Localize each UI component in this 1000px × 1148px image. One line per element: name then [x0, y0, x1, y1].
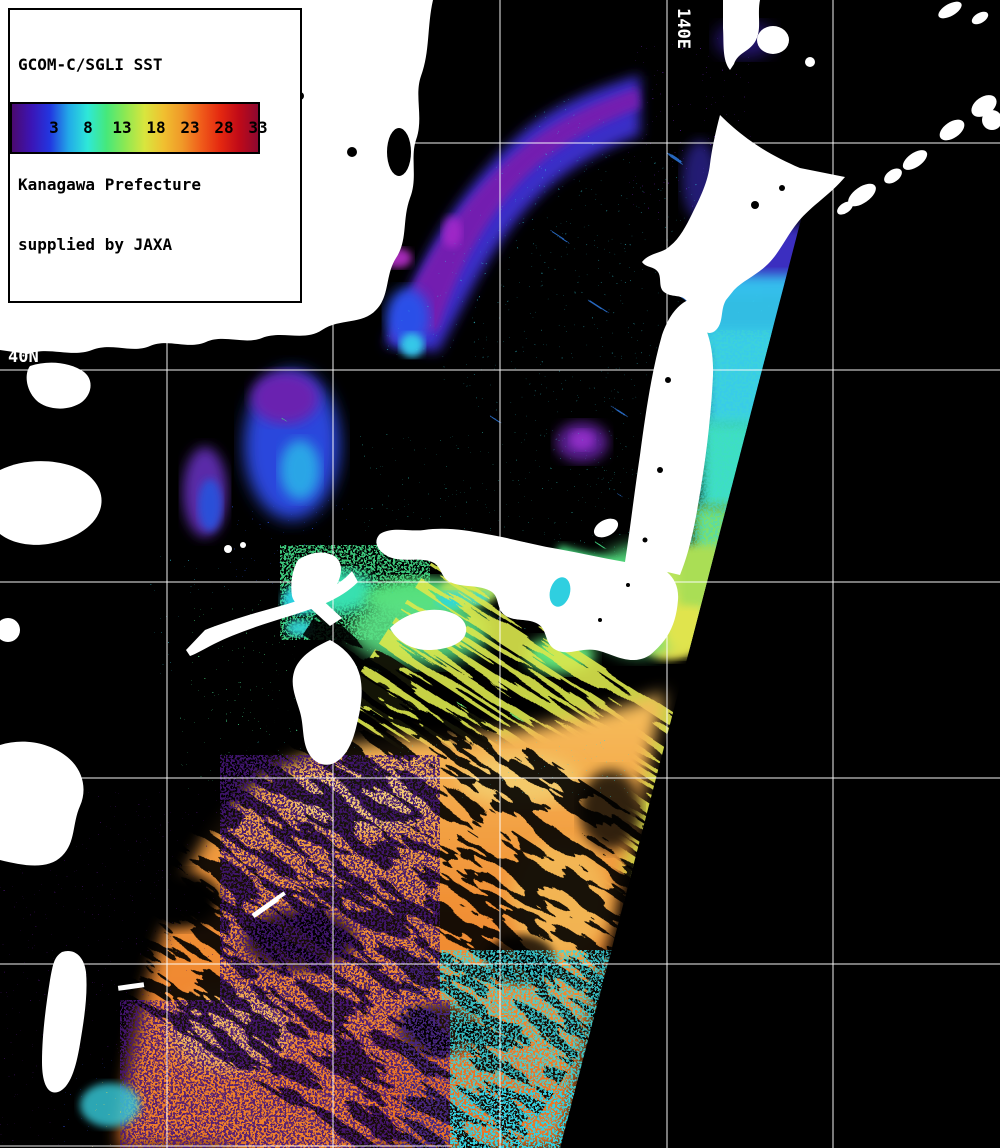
- land-aomori: [723, 0, 760, 70]
- sst-speckle-south-purple: [0, 755, 450, 1148]
- product-name: GCOM-C/SGLI SST: [18, 55, 163, 74]
- product-region: Kanagawa Prefecture: [18, 175, 202, 194]
- land-hokkaido: [642, 115, 845, 333]
- lat-grid-label: 40N: [8, 347, 39, 367]
- lon-grid-label: 140E: [673, 8, 693, 49]
- land-chugoku: [186, 571, 358, 656]
- colorbar-tick-3: 3: [49, 118, 59, 137]
- colorbar-tick-28: 28: [214, 118, 234, 137]
- tokyo-bay-water: [549, 577, 571, 607]
- land-honshu-tohoku: [625, 300, 714, 575]
- colorbar-tick-23: 23: [180, 118, 200, 137]
- colorbar-tick-13: 13: [112, 118, 132, 137]
- land-kuril-chain: [837, 1, 1000, 215]
- product-title-box: GCOM-C/SGLI SST 2026/01/22 01:49 (UTC) K…: [8, 8, 302, 303]
- colorbar-tick-33: 33: [248, 118, 268, 137]
- land-kyushu: [292, 640, 362, 765]
- cloud-island-bottomleft: [42, 950, 87, 1093]
- land-honshu-kanto-chubu: [376, 528, 679, 661]
- land-shikoku: [390, 609, 467, 650]
- product-credit: supplied by JAXA: [18, 235, 173, 254]
- sst-colorbar: 3 8 13 18 23 28 33: [10, 102, 268, 154]
- colorbar-tick-8: 8: [83, 118, 93, 137]
- land-sado: [593, 518, 619, 538]
- colorbar-tick-18: 18: [146, 118, 166, 137]
- colorbar-gradient: [12, 104, 258, 152]
